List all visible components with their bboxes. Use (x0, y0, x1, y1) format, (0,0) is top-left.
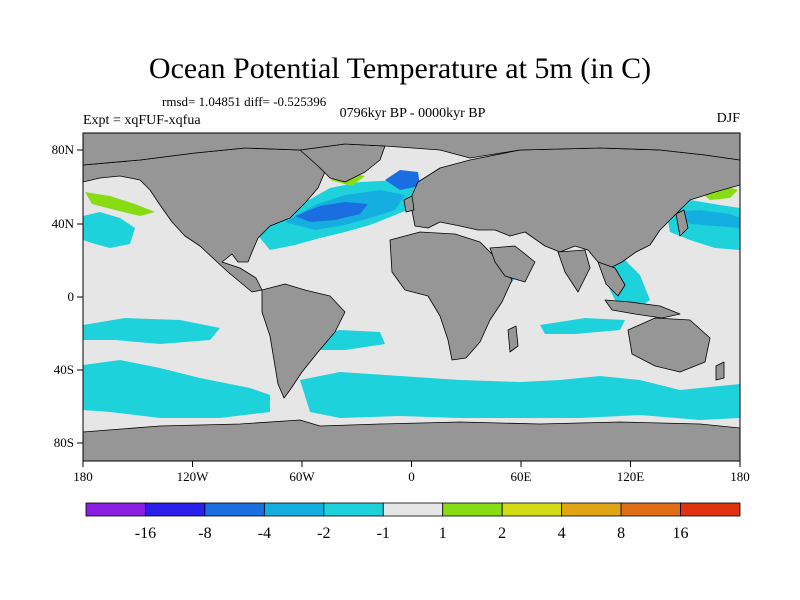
colorbar-label: -2 (317, 525, 330, 542)
lon-label-180-west: 180 (73, 469, 93, 484)
season-label: DJF (716, 111, 740, 126)
colorbar-label: -4 (258, 525, 271, 542)
colorbar-swatch (85, 502, 146, 517)
colorbar-label: -16 (135, 525, 156, 542)
anomaly-patch-kuroshio-core (672, 210, 740, 228)
colorbar-swatch (382, 502, 444, 517)
lat-label-80n: 80N (52, 142, 75, 157)
anomaly-patch-north-pacific-warm (85, 192, 155, 216)
colorbar-label: -1 (377, 525, 390, 542)
colorbar-label: 8 (617, 525, 625, 542)
colorbar-label: 1 (439, 525, 447, 542)
colorbar-swatch (561, 502, 622, 517)
anomaly-patch-southern-ocean-atlantic (300, 372, 740, 420)
land-japan (675, 209, 689, 237)
land-southeast-asia (597, 261, 626, 297)
colorbar-swatch (442, 502, 503, 517)
lon-label-0: 0 (408, 469, 415, 484)
colorbar-swatch (620, 502, 681, 517)
colorbar-swatch (204, 502, 265, 517)
colorbar: -16 -8 -4 -2 -1 1 2 4 8 16 (85, 502, 741, 542)
colorbar-swatch (501, 502, 563, 517)
anomaly-patch-southern-indian-band (540, 318, 625, 334)
lon-label-120e: 120E (617, 469, 645, 484)
anomaly-patch-southern-ocean-west (83, 360, 270, 418)
land-uk (403, 195, 415, 213)
colorbar-swatch (680, 502, 741, 517)
colorbar-swatch (145, 502, 206, 517)
time-range-subtitle: 0796kyr BP - 0000kyr BP (339, 106, 486, 121)
lon-label-60w: 60W (289, 469, 315, 484)
anomaly-patch-north-pacific-west (83, 212, 135, 248)
anomaly-patch-bering-warm (700, 186, 738, 200)
lon-label-120w: 120W (177, 469, 210, 484)
land-antarctica (83, 419, 740, 461)
colorbar-label: 4 (558, 525, 566, 542)
lat-label-80s: 80S (54, 435, 74, 450)
colorbar-label: -8 (198, 525, 211, 542)
lon-label-60e: 60E (511, 469, 532, 484)
land-new-zealand (715, 361, 725, 381)
continents (83, 133, 740, 461)
colorbar-label: 2 (498, 525, 506, 542)
land-africa (389, 231, 513, 361)
latitude-axis: 80N 40N 0 40S 80S (52, 142, 83, 450)
colorbar-swatch (323, 502, 384, 517)
land-arabia (489, 245, 536, 283)
lat-label-40s: 40S (54, 362, 74, 377)
land-indonesia (604, 299, 681, 319)
lat-label-40n: 40N (52, 216, 75, 231)
anomaly-patch-north-atlantic-core (295, 202, 368, 222)
anomaly-patch-pacific-southeast (83, 318, 220, 344)
land-south-america (261, 283, 346, 399)
rmsd-diff-stats: rmsd= 1.04851 diff= -0.525396 (162, 94, 327, 109)
land-india (557, 249, 591, 293)
chart-title: Ocean Potential Temperature at 5m (in C) (148, 52, 652, 85)
land-madagascar (507, 325, 519, 353)
colorbar-swatch (263, 502, 325, 517)
temperature-anomaly-patches (83, 170, 740, 420)
anomaly-patch-norwegian-sea-core (385, 170, 420, 190)
land-arctic-top (83, 133, 740, 166)
longitude-axis: 180 120W 60W 0 60E 120E 180 (73, 461, 750, 484)
colorbar-label: 16 (673, 525, 689, 542)
lon-label-180-east: 180 (730, 469, 750, 484)
land-australia (627, 317, 711, 373)
lat-label-0: 0 (68, 289, 75, 304)
map-plot-area (83, 133, 740, 461)
experiment-label: Expt = xqFUF-xqfua (83, 113, 201, 128)
